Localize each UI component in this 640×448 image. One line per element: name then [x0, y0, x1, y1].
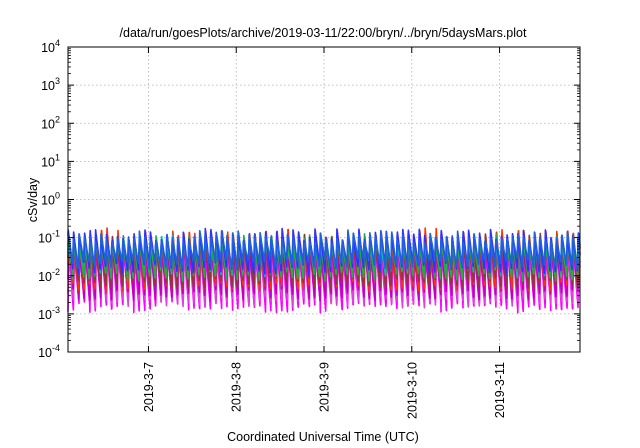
- y-axis-label: cSv/day: [26, 177, 40, 222]
- y-tick-label: 101: [41, 152, 60, 169]
- y-tick-label: 10-4: [38, 343, 60, 360]
- series-line: [67, 229, 581, 271]
- y-tick-label: 10-1: [38, 229, 60, 246]
- y-tick-label: 102: [41, 114, 60, 131]
- y-tick-label: 103: [41, 76, 60, 93]
- y-tick-label: 10-2: [38, 267, 60, 284]
- y-tick-label: 104: [41, 38, 60, 55]
- x-tick-label: 2019-3-11: [493, 362, 507, 418]
- y-tick-label: 100: [41, 191, 60, 208]
- series-layer: [67, 227, 581, 314]
- axes: 10-4 10-3 10-2 10-1 100 101 102 103 104 2019-3-7 2…: [38, 38, 580, 419]
- x-tick-label: 2019-3-10: [405, 362, 419, 419]
- x-tick-label: 2019-3-9: [318, 362, 332, 412]
- x-axis-label: Coordinated Universal Time (UTC): [227, 430, 419, 444]
- x-tick-label: 2019-3-8: [230, 362, 244, 412]
- chart-title: /data/run/goesPlots/archive/2019-03-11/2…: [120, 26, 527, 40]
- x-tick-label: 2019-3-7: [142, 362, 156, 412]
- y-tick-label: 10-3: [38, 305, 60, 322]
